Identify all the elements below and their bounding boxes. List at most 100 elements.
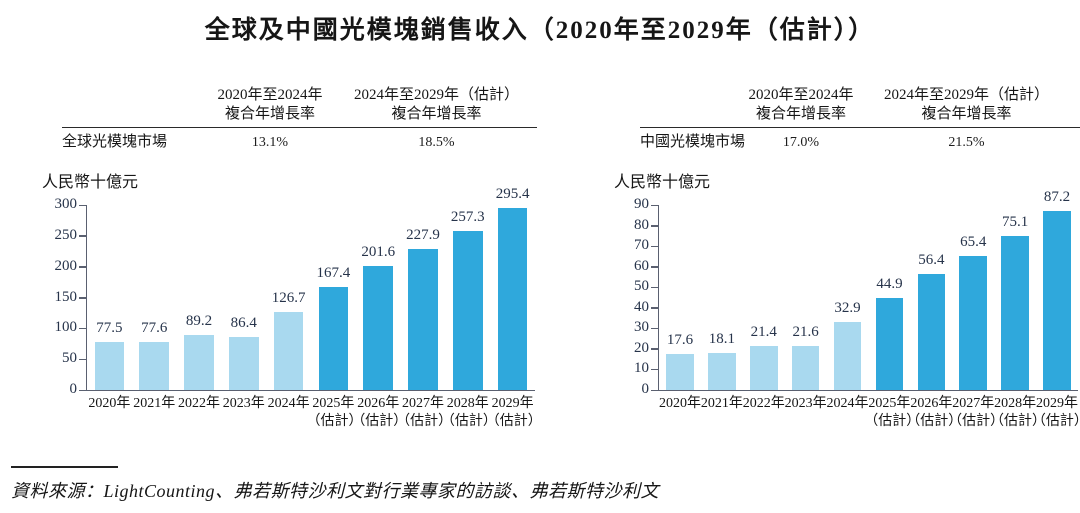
cagr-header-2024-2029: 2024年至2029年（估計） 複合年增長率 (353, 87, 519, 122)
bar-value-label: 86.4 (230, 314, 257, 331)
y-tick-mark (79, 204, 87, 206)
bar-value-label: 44.9 (876, 275, 903, 292)
cagr-value-2020-2024: 13.1% (251, 135, 289, 150)
bar-estimate (497, 207, 528, 390)
y-tick-label: 70 (634, 237, 649, 254)
bar-value-label: 56.4 (918, 252, 945, 269)
x-tick-label: 2026年 （估計） (906, 396, 963, 429)
bar-value-label: 126.7 (271, 289, 306, 306)
cagr-value-2024-2029: 21.5% (948, 135, 985, 150)
bar-historical (749, 346, 778, 390)
bar-estimate (1043, 210, 1071, 390)
bar-value-label: 89.2 (185, 313, 213, 329)
x-tick-label: 2028年 （估計） (990, 396, 1046, 429)
y-tick-label: 300 (54, 196, 78, 212)
y-tick-label: 50 (62, 350, 77, 367)
bar-estimate (408, 249, 438, 390)
y-tick-label: 200 (54, 257, 78, 274)
y-axis-unit-label: 人民幣十億元 (614, 174, 711, 191)
bar-historical (94, 342, 125, 390)
x-tick-label: 2024年 (826, 396, 869, 411)
x-tick-label: 2022年 (177, 396, 220, 411)
y-tick-mark (651, 368, 659, 371)
x-tick-label: 2023年 (784, 396, 827, 411)
bar-value-label: 257.3 (450, 209, 485, 226)
x-tick-label: 2027年 （估計） (396, 396, 453, 429)
y-tick-label: 60 (634, 257, 649, 274)
y-tick-mark (651, 266, 659, 268)
bar-estimate (1001, 235, 1029, 390)
source-note: 資料來源：LightCounting、弗若斯特沙利文對行業專家的訪談、弗若斯特沙… (11, 481, 660, 501)
figure-title: 全球及中國光模塊銷售收入（2020年至2029年（估計）） (204, 17, 876, 44)
bar-value-label: 21.4 (750, 324, 777, 341)
bar-value-label: 227.9 (406, 227, 440, 244)
x-tick-label: 2029年 （估計） (485, 396, 542, 429)
y-tick-mark (651, 225, 659, 227)
y-tick-mark (651, 204, 659, 206)
bar-historical (273, 311, 304, 390)
bar-value-label: 32.9 (834, 300, 861, 317)
y-axis-unit-label: 人民幣十億元 (42, 174, 139, 191)
bar-estimate (959, 255, 988, 390)
market-row-label: 全球光模塊市場 (62, 134, 168, 150)
y-tick-label: 80 (634, 216, 649, 233)
y-tick-mark (651, 327, 659, 330)
cagr-table-body-row: 全球光模塊市場 13.1% 18.5% (62, 128, 537, 152)
cagr-header-2020-2024: 2020年至2024年 複合年增長率 (217, 87, 323, 122)
y-tick-label: 0 (641, 381, 650, 397)
cagr-table-header-row: 2020年至2024年 複合年增長率 2024年至2029年（估計） 複合年增長… (640, 86, 1080, 128)
bar-value-label: 77.5 (96, 320, 123, 337)
y-tick-mark (79, 389, 87, 391)
x-tick-label: 2021年 (700, 396, 743, 411)
y-tick-mark (79, 266, 87, 268)
bar-estimate (363, 265, 393, 390)
bar-historical (708, 352, 736, 390)
y-tick-mark (651, 389, 659, 391)
y-tick-mark (651, 286, 659, 289)
y-tick-label: 40 (634, 298, 649, 315)
y-tick-mark (651, 245, 659, 248)
plot-area: 77.5 2020年 77.6 2021年 89.2 2022年 86.4 2023年 126.… (79, 186, 542, 429)
cagr-table-global: 2020年至2024年 複合年增長率 2024年至2029年（估計） 複合年增長… (62, 86, 537, 152)
y-tick-label: 90 (634, 196, 649, 212)
y-tick-mark (651, 348, 659, 350)
cagr-header-2020-2024: 2020年至2024年 複合年增長率 (748, 87, 854, 122)
y-tick-label: 100 (54, 319, 78, 336)
x-tick-label: 2026年 （估計） (351, 396, 408, 429)
bar-value-label: 87.2 (1043, 188, 1071, 205)
bar-estimate (318, 286, 349, 390)
y-tick-mark (79, 327, 87, 330)
y-tick-label: 10 (634, 360, 649, 377)
bar-value-label: 21.6 (792, 323, 819, 340)
x-tick-label: 2025年 （估計） (864, 396, 921, 429)
x-tick-label: 2027年 （估計） (948, 396, 1005, 429)
y-tick-mark (79, 358, 87, 361)
bar-value-label: 77.6 (141, 320, 168, 337)
x-tick-label: 2024年 (267, 396, 310, 411)
y-tick-label: 50 (634, 278, 649, 295)
bar-estimate (917, 274, 946, 390)
cagr-value-2020-2024: 17.0% (782, 135, 820, 150)
cagr-table-china: 2020年至2024年 複合年增長率 2024年至2029年（估計） 複合年增長… (640, 86, 1080, 152)
bar-value-label: 18.1 (708, 330, 735, 347)
bar-estimate (875, 297, 904, 390)
bar-historical (833, 322, 862, 390)
source-divider (11, 466, 118, 468)
x-tick-label: 2021年 (133, 396, 176, 411)
bar-historical (229, 336, 259, 390)
y-tick-label: 20 (634, 339, 649, 356)
cagr-header-2024-2029: 2024年至2029年（估計） 複合年增長率 (883, 87, 1049, 122)
bar-chart-china: 17.6 2020年 18.1 2021年 21.4 2022年 21.6 2023年 32.9… (612, 189, 1080, 435)
plot-area: 17.6 2020年 18.1 2021年 21.4 2022年 21.6 2023年 32.9… (651, 189, 1080, 429)
x-tick-label: 2028年 （估計） (440, 396, 497, 429)
global-market-panel: 2020年至2024年 複合年增長率 2024年至2029年（估計） 複合年增長… (40, 86, 542, 435)
y-tick-mark (651, 307, 659, 309)
y-tick-label: 30 (634, 319, 649, 336)
y-tick-label: 150 (54, 288, 78, 305)
cagr-value-2024-2029: 18.5% (418, 135, 455, 150)
y-tick-mark (79, 235, 87, 237)
bar-historical (184, 335, 214, 390)
market-row-label: 中國光模塊市場 (640, 134, 746, 150)
x-tick-label: 2022年 (742, 396, 785, 411)
